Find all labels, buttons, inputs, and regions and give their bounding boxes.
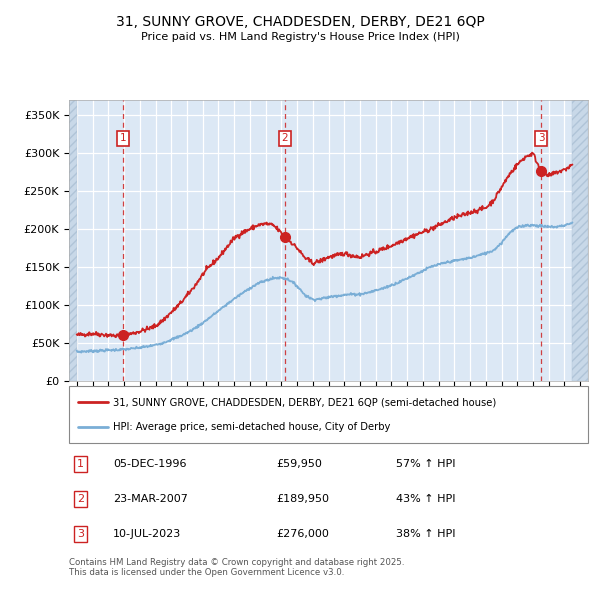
Text: Price paid vs. HM Land Registry's House Price Index (HPI): Price paid vs. HM Land Registry's House … [140,32,460,42]
Text: £59,950: £59,950 [277,460,322,469]
Text: 1: 1 [77,460,84,469]
Text: 2: 2 [77,494,84,504]
Text: 10-JUL-2023: 10-JUL-2023 [113,529,181,539]
Text: 1: 1 [119,133,126,143]
Bar [69,100,77,381]
FancyBboxPatch shape [69,386,588,442]
Bar [572,100,588,381]
Text: £276,000: £276,000 [277,529,329,539]
Text: 57% ↑ HPI: 57% ↑ HPI [396,460,455,469]
Text: £189,950: £189,950 [277,494,329,504]
Text: 05-DEC-1996: 05-DEC-1996 [113,460,187,469]
Text: 31, SUNNY GROVE, CHADDESDEN, DERBY, DE21 6QP (semi-detached house): 31, SUNNY GROVE, CHADDESDEN, DERBY, DE21… [113,397,496,407]
Text: Contains HM Land Registry data © Crown copyright and database right 2025.
This d: Contains HM Land Registry data © Crown c… [69,558,404,577]
Text: 2: 2 [281,133,288,143]
Text: 43% ↑ HPI: 43% ↑ HPI [396,494,455,504]
Text: 38% ↑ HPI: 38% ↑ HPI [396,529,455,539]
Text: 31, SUNNY GROVE, CHADDESDEN, DERBY, DE21 6QP: 31, SUNNY GROVE, CHADDESDEN, DERBY, DE21… [116,15,484,29]
Text: 23-MAR-2007: 23-MAR-2007 [113,494,188,504]
Text: 3: 3 [538,133,544,143]
Text: HPI: Average price, semi-detached house, City of Derby: HPI: Average price, semi-detached house,… [113,422,391,432]
Text: 3: 3 [77,529,84,539]
